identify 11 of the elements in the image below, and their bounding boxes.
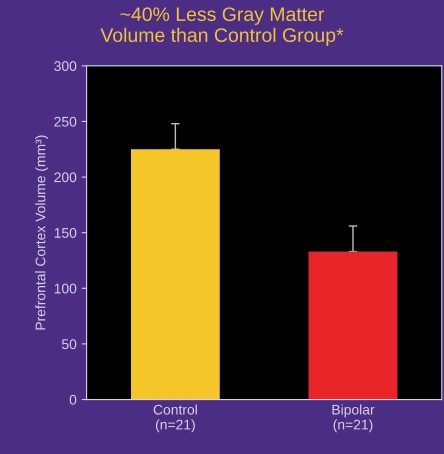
y-tick-label: 100 xyxy=(54,284,76,294)
y-axis-title: Prefrontal Cortex Volume (mm³) xyxy=(35,136,48,330)
chart-title: ~40% Less Gray Matter Volume than Control Group* xyxy=(100,7,344,46)
y-tick-label: 0 xyxy=(70,394,76,405)
x-tick-label: Control (n=21) xyxy=(154,404,197,432)
y-tick-label: 250 xyxy=(54,116,76,127)
y-tick-label: 150 xyxy=(54,228,76,238)
y-tick-label: 200 xyxy=(54,172,76,182)
y-tick-label: 50 xyxy=(62,339,76,350)
y-tick-label: 300 xyxy=(54,61,76,71)
x-tick-label: Bipolar (n=21) xyxy=(332,404,374,432)
